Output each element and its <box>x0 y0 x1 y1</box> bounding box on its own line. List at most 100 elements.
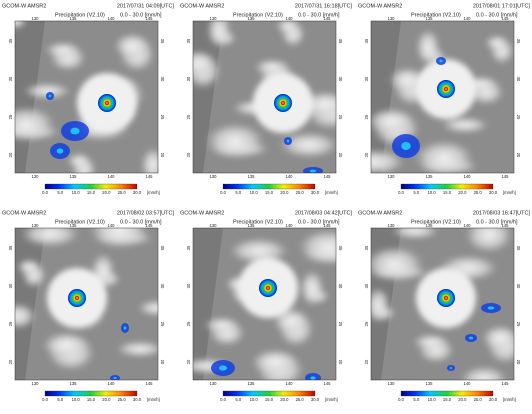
lon-tick: 135 <box>70 223 78 228</box>
range: 0.0 - 30.0 [mm/h] <box>120 219 162 225</box>
range: 0.0 - 30.0 [mm/h] <box>120 12 162 18</box>
cloud <box>279 132 336 158</box>
lat-tick: 30 <box>8 283 13 288</box>
lat-tick: 20 <box>338 360 343 365</box>
lat-tick: 35 <box>186 38 191 43</box>
rain-core <box>216 387 220 390</box>
range: 0.0 - 30.0 [mm/h] <box>298 219 340 225</box>
colorbar <box>44 183 138 190</box>
lon-tick: 135 <box>248 381 256 386</box>
map <box>371 228 514 380</box>
lat-tick: 35 <box>338 39 343 44</box>
colorbar-tick: 15.0 <box>443 397 452 402</box>
lat-tick: 35 <box>160 39 165 44</box>
lat-tick: 25 <box>160 322 165 327</box>
rain-core <box>113 377 117 379</box>
lat-tick: 25 <box>160 115 165 120</box>
colorbar <box>222 183 316 190</box>
lon-tick: 140 <box>286 381 294 386</box>
lat-tick: 20 <box>364 359 369 364</box>
product: Precipitation (V2.10) <box>55 12 105 18</box>
map <box>193 21 336 173</box>
cloud <box>371 287 390 323</box>
product: Precipitation (V2.10) <box>233 12 283 18</box>
cloud <box>67 153 91 169</box>
clouds <box>15 228 158 371</box>
lat-tick: 20 <box>186 152 191 157</box>
lat-tick: 25 <box>338 115 343 120</box>
rain-ring <box>68 289 86 307</box>
satellite: GCOM-W AMSR2 <box>358 210 402 216</box>
rain-ring <box>98 94 116 112</box>
rain-ring <box>259 279 277 297</box>
lat-tick: 30 <box>186 283 191 288</box>
lat-tick: 25 <box>516 115 521 120</box>
colorbar-tick: 15.0 <box>87 397 96 402</box>
lon-tick: 145 <box>502 223 510 228</box>
cloud <box>23 83 71 99</box>
rain-core <box>56 148 64 154</box>
map <box>371 21 514 173</box>
lat-tick: 25 <box>338 322 343 327</box>
satellite: GCOM-W AMSR2 <box>358 3 402 9</box>
rain-ring <box>437 289 455 307</box>
time: 2017/08/03 16:47[UTC] <box>473 210 531 216</box>
colorbar <box>400 183 494 190</box>
colorbar-tick: 30.0 <box>133 397 142 402</box>
map-frame <box>192 227 337 381</box>
colorbar-unit: [mm/h] <box>325 190 338 195</box>
range: 0.0 - 30.0 [mm/h] <box>298 12 340 18</box>
rain-core <box>286 139 290 143</box>
cloud <box>298 229 336 265</box>
map-frame <box>192 20 337 174</box>
lat-tick: 20 <box>160 360 165 365</box>
lon-tick: 140 <box>108 223 116 228</box>
lon-tick: 140 <box>464 16 472 21</box>
time: 2017/07/31 16:18[UTC] <box>295 3 353 9</box>
lon-tick: 130 <box>388 16 396 21</box>
colorbar-unit: [mm/h] <box>147 397 160 402</box>
lon-tick: 130 <box>210 381 218 386</box>
colorbar-tick: 25.0 <box>474 397 483 402</box>
lon-tick: 145 <box>324 16 332 21</box>
lon-tick: 135 <box>426 381 434 386</box>
cloud <box>229 238 289 264</box>
colorbar-tick: 5.0 <box>413 190 419 195</box>
cloud <box>116 341 158 357</box>
lat-tick: 35 <box>160 246 165 251</box>
lat-tick: 30 <box>338 77 343 82</box>
panel: GCOM-W AMSR2 2017/08/01 17:01[UTC] Precipi… <box>358 3 530 195</box>
lat-tick: 25 <box>364 321 369 326</box>
cloud <box>20 228 80 247</box>
cloud <box>416 29 440 65</box>
time: 2017/08/03 04:42[UTC] <box>295 210 353 216</box>
lon-tick: 145 <box>502 174 510 179</box>
cloud <box>17 259 41 275</box>
lat-tick: 35 <box>516 246 521 251</box>
colorbar-tick: 25.0 <box>118 397 127 402</box>
cloud <box>391 228 439 239</box>
lon-tick: 140 <box>286 16 294 21</box>
colorbar-tick: 10.0 <box>72 397 81 402</box>
lon-tick: 140 <box>464 174 472 179</box>
rain-core <box>439 59 443 63</box>
cloud <box>414 140 474 173</box>
range: 0.0 - 30.0 [mm/h] <box>476 12 518 18</box>
cloud <box>204 317 240 333</box>
rain-core <box>449 367 453 369</box>
colorbar-tick: 20.0 <box>280 397 289 402</box>
lon-tick: 145 <box>146 223 154 228</box>
colorbar-tick: 25.0 <box>118 190 127 195</box>
product: Precipitation (V2.10) <box>411 12 461 18</box>
lon-tick: 135 <box>248 174 256 179</box>
lat-tick: 25 <box>516 322 521 327</box>
lon-tick: 130 <box>32 223 40 228</box>
colorbar-tick: 0.0 <box>42 397 48 402</box>
cloud <box>413 334 449 350</box>
lat-tick: 35 <box>186 245 191 250</box>
colorbar-tick: 20.0 <box>280 190 289 195</box>
lon-tick: 130 <box>32 16 40 21</box>
rain-core <box>310 376 316 380</box>
lat-tick: 25 <box>8 321 13 326</box>
lon-tick: 140 <box>286 174 294 179</box>
